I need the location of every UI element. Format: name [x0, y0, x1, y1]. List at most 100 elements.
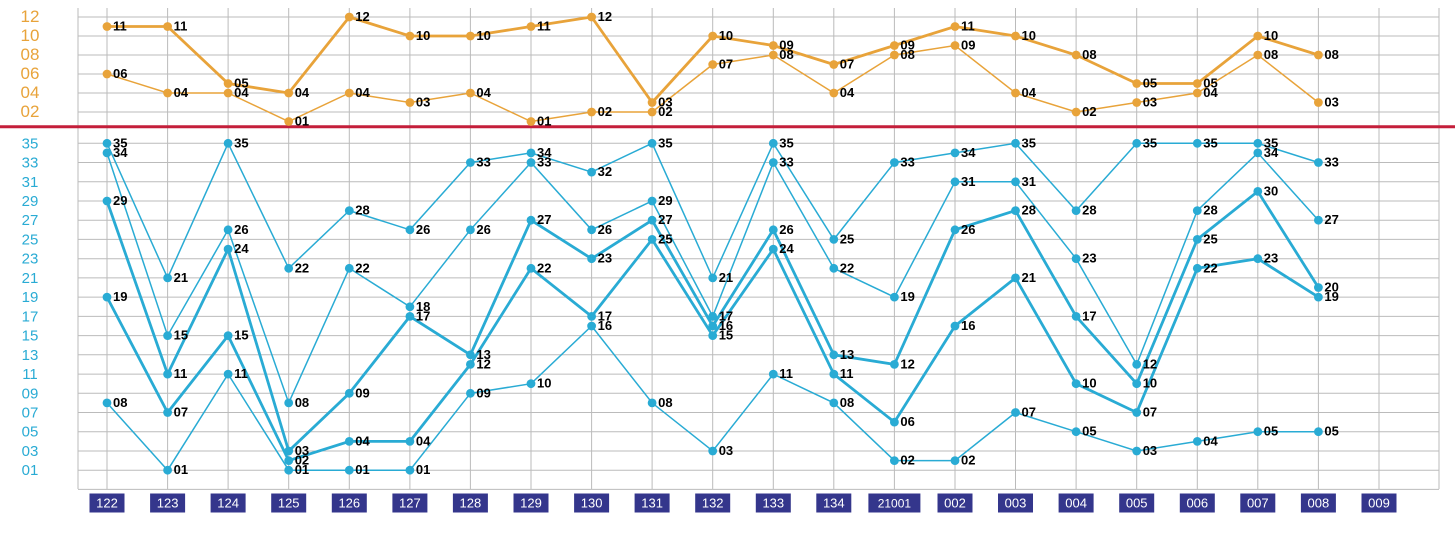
svg-text:29: 29 [22, 193, 39, 210]
svg-text:127: 127 [399, 496, 421, 511]
svg-text:10: 10 [537, 376, 551, 391]
svg-text:04: 04 [1203, 85, 1218, 100]
svg-text:08: 08 [1264, 47, 1278, 62]
svg-text:05: 05 [1143, 76, 1157, 91]
svg-text:16: 16 [961, 318, 975, 333]
svg-text:28: 28 [355, 203, 369, 218]
svg-text:124: 124 [217, 496, 239, 511]
svg-text:125: 125 [278, 496, 300, 511]
svg-text:19: 19 [22, 289, 39, 306]
svg-text:10: 10 [1082, 376, 1096, 391]
svg-text:11: 11 [174, 366, 188, 381]
svg-text:10: 10 [1143, 376, 1157, 391]
svg-text:08: 08 [113, 395, 127, 410]
svg-text:13: 13 [22, 347, 39, 364]
svg-text:25: 25 [658, 231, 672, 246]
svg-text:10: 10 [719, 28, 733, 43]
svg-text:12: 12 [21, 7, 40, 26]
svg-text:23: 23 [1264, 251, 1278, 266]
svg-text:08: 08 [900, 47, 914, 62]
svg-text:16: 16 [598, 318, 612, 333]
svg-text:13: 13 [840, 347, 854, 362]
svg-text:22: 22 [840, 260, 854, 275]
svg-text:03: 03 [1143, 95, 1157, 110]
svg-text:27: 27 [1324, 212, 1338, 227]
svg-text:003: 003 [1005, 496, 1027, 511]
svg-text:007: 007 [1247, 496, 1269, 511]
svg-text:02: 02 [658, 104, 672, 119]
svg-text:05: 05 [1082, 424, 1096, 439]
svg-text:29: 29 [658, 193, 672, 208]
svg-text:126: 126 [338, 496, 360, 511]
svg-text:07: 07 [1143, 405, 1157, 420]
svg-text:10: 10 [476, 28, 490, 43]
svg-text:31: 31 [961, 174, 975, 189]
svg-text:133: 133 [762, 496, 784, 511]
svg-text:08: 08 [779, 47, 793, 62]
svg-text:03: 03 [1143, 443, 1157, 458]
svg-text:02: 02 [900, 453, 914, 468]
svg-text:04: 04 [234, 85, 249, 100]
svg-text:02: 02 [21, 102, 40, 121]
svg-text:24: 24 [234, 241, 249, 256]
svg-text:05: 05 [1264, 424, 1278, 439]
svg-text:134: 134 [823, 496, 845, 511]
svg-text:11: 11 [961, 19, 975, 34]
svg-text:01: 01 [537, 114, 551, 129]
svg-text:08: 08 [658, 395, 672, 410]
svg-text:32: 32 [598, 164, 612, 179]
svg-text:006: 006 [1186, 496, 1208, 511]
svg-text:23: 23 [598, 251, 612, 266]
svg-text:07: 07 [22, 405, 39, 422]
svg-text:23: 23 [1082, 251, 1096, 266]
svg-text:01: 01 [416, 462, 430, 477]
svg-text:21: 21 [174, 270, 188, 285]
svg-text:009: 009 [1368, 496, 1390, 511]
svg-text:19: 19 [1324, 289, 1338, 304]
svg-text:17: 17 [416, 308, 430, 323]
svg-text:33: 33 [779, 155, 793, 170]
svg-text:26: 26 [961, 222, 975, 237]
svg-text:123: 123 [157, 496, 179, 511]
svg-text:21: 21 [22, 270, 39, 287]
svg-text:04: 04 [355, 433, 370, 448]
svg-text:15: 15 [174, 328, 188, 343]
svg-text:34: 34 [113, 145, 128, 160]
svg-text:15: 15 [234, 328, 248, 343]
svg-text:07: 07 [840, 57, 854, 72]
svg-text:11: 11 [779, 366, 793, 381]
svg-text:35: 35 [1203, 135, 1217, 150]
svg-text:30: 30 [1264, 183, 1278, 198]
svg-text:31: 31 [1022, 174, 1036, 189]
svg-text:04: 04 [1203, 433, 1218, 448]
svg-text:01: 01 [355, 462, 369, 477]
svg-text:26: 26 [779, 222, 793, 237]
svg-text:27: 27 [658, 212, 672, 227]
svg-text:15: 15 [719, 328, 733, 343]
svg-text:09: 09 [961, 38, 975, 53]
svg-text:19: 19 [900, 289, 914, 304]
svg-text:04: 04 [21, 83, 40, 102]
svg-text:33: 33 [1324, 155, 1338, 170]
svg-text:26: 26 [476, 222, 490, 237]
svg-text:11: 11 [537, 19, 551, 34]
svg-text:31: 31 [22, 174, 39, 191]
svg-text:05: 05 [1324, 424, 1338, 439]
svg-text:22: 22 [355, 260, 369, 275]
svg-text:11: 11 [22, 366, 38, 383]
svg-text:35: 35 [779, 135, 793, 150]
svg-text:004: 004 [1065, 496, 1087, 511]
svg-text:04: 04 [1022, 85, 1037, 100]
svg-text:35: 35 [658, 135, 672, 150]
svg-text:34: 34 [961, 145, 976, 160]
svg-text:04: 04 [476, 85, 491, 100]
svg-text:04: 04 [174, 85, 189, 100]
svg-text:08: 08 [1324, 47, 1338, 62]
svg-text:04: 04 [840, 85, 855, 100]
svg-text:09: 09 [476, 385, 490, 400]
svg-text:02: 02 [961, 453, 975, 468]
svg-text:17: 17 [22, 308, 39, 325]
svg-text:29: 29 [113, 193, 127, 208]
svg-text:129: 129 [520, 496, 542, 511]
svg-text:08: 08 [21, 45, 40, 64]
